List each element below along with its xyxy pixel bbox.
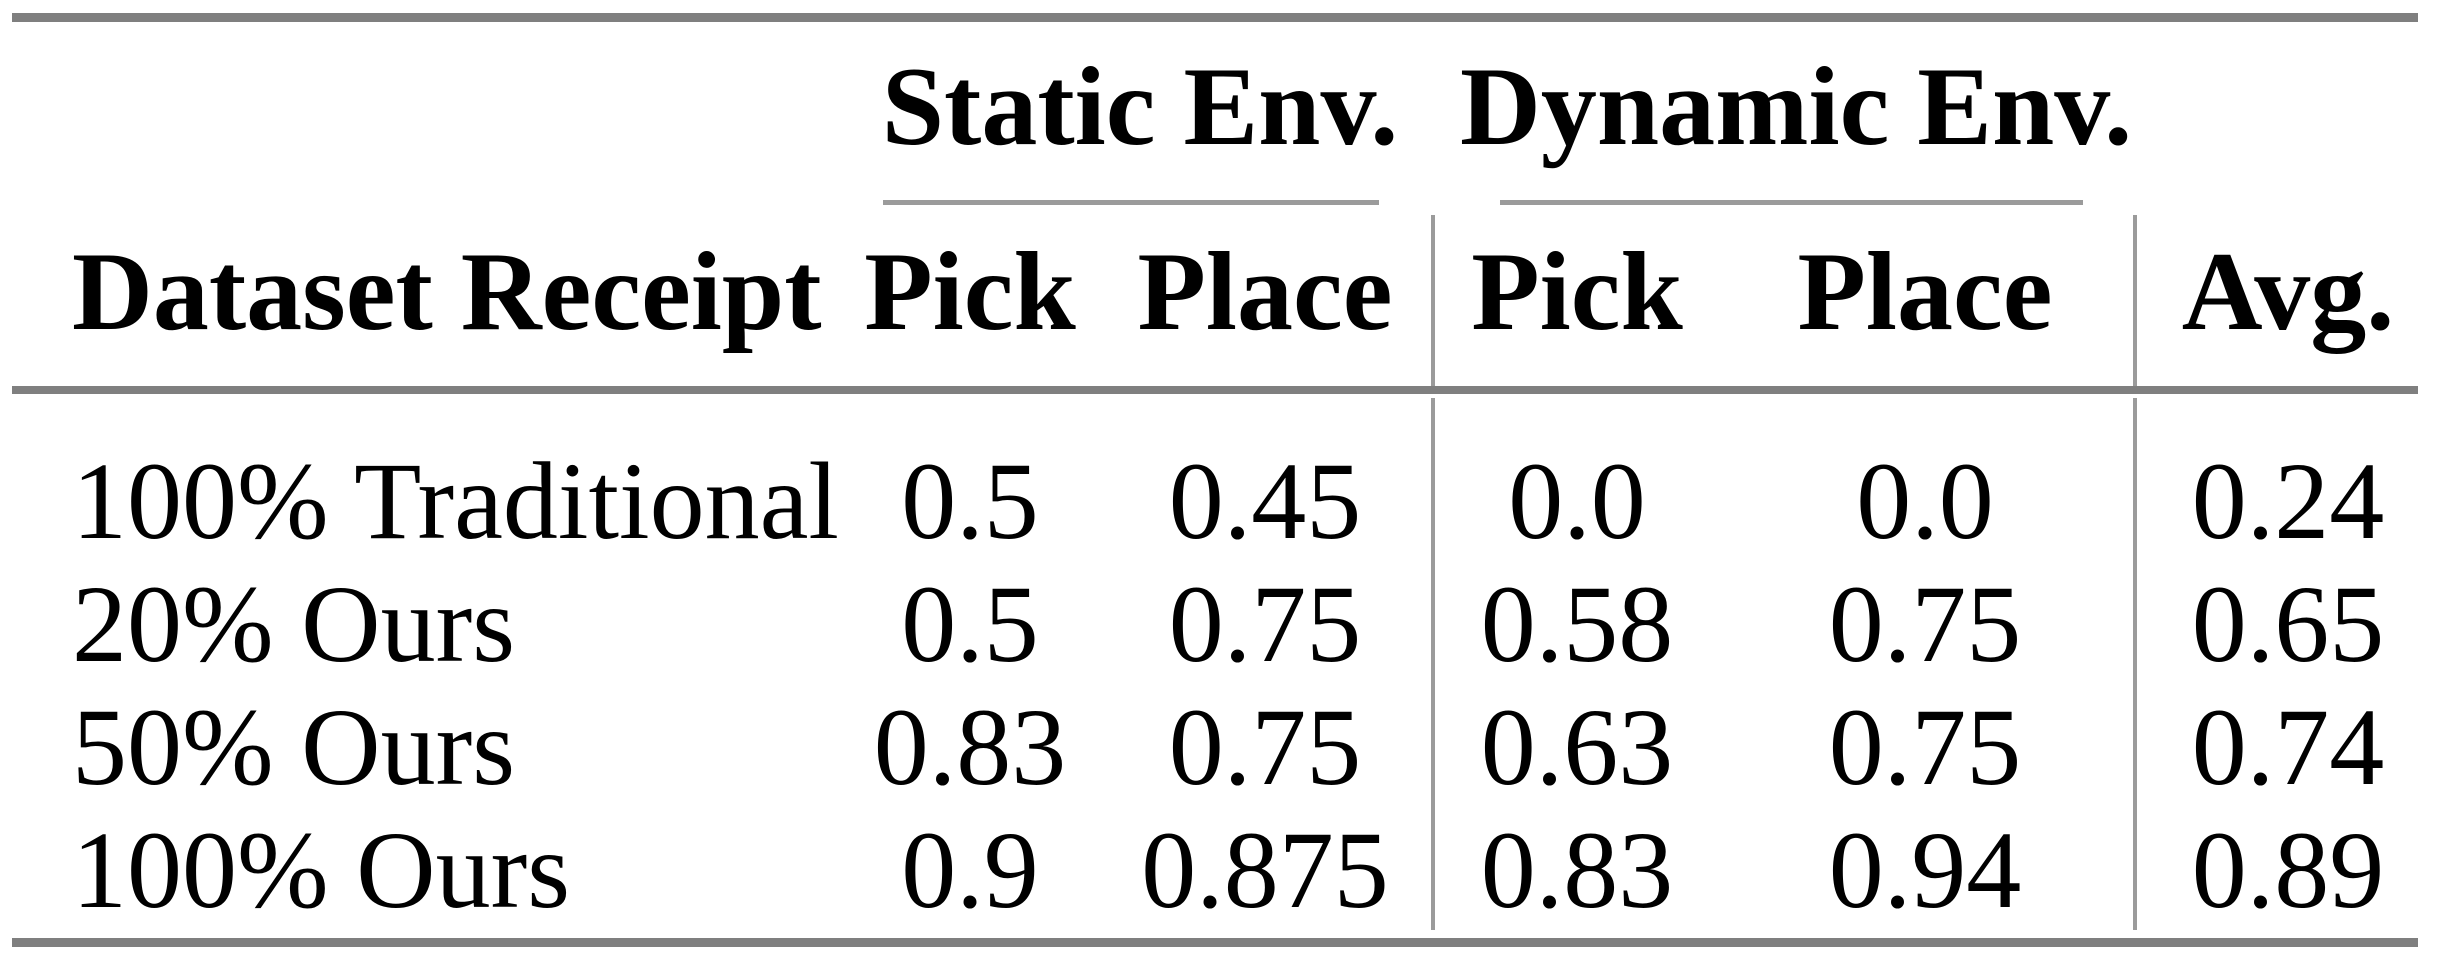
column-separator <box>1431 398 1435 930</box>
table-top-rule <box>12 13 2418 22</box>
column-separator <box>2133 215 2137 386</box>
cell-static-pick: 0.83 <box>873 686 1067 808</box>
cell-avg: 0.89 <box>2191 809 2385 931</box>
column-separator <box>1431 215 1435 386</box>
column-separator <box>2133 398 2137 930</box>
static-env-underline <box>883 200 1379 205</box>
cell-avg: 0.24 <box>2191 440 2385 562</box>
cell-static-place: 0.45 <box>1168 440 1362 562</box>
cell-dynamic-place: 0.75 <box>1828 563 2022 685</box>
cell-static-pick: 0.9 <box>901 809 1039 931</box>
cell-dynamic-pick: 0.58 <box>1480 563 1674 685</box>
table-row: 100% Traditional 0.5 0.45 0.0 0.0 0.24 <box>0 440 2440 563</box>
group-header-dynamic-env: Dynamic Env. <box>1460 45 2133 169</box>
row-label: 100% Ours <box>72 809 571 931</box>
cell-dynamic-pick: 0.83 <box>1480 809 1674 931</box>
cell-dynamic-place: 0.94 <box>1828 809 2022 931</box>
column-header-dataset-receipt: Dataset Receipt <box>72 230 822 354</box>
row-label: 100% Traditional <box>72 440 839 562</box>
column-header-static-place: Place <box>1137 230 1393 354</box>
table-bottom-rule <box>12 938 2418 947</box>
cell-dynamic-pick: 0.63 <box>1480 686 1674 808</box>
column-header-dynamic-pick: Pick <box>1471 230 1683 354</box>
cell-dynamic-pick: 0.0 <box>1508 440 1646 562</box>
cell-static-pick: 0.5 <box>901 563 1039 685</box>
column-header-dynamic-place: Place <box>1797 230 2053 354</box>
table-header-rule <box>12 386 2418 394</box>
cell-avg: 0.65 <box>2191 563 2385 685</box>
column-header-static-pick: Pick <box>864 230 1076 354</box>
table-row: 50% Ours 0.83 0.75 0.63 0.75 0.74 <box>0 686 2440 809</box>
cell-dynamic-place: 0.75 <box>1828 686 2022 808</box>
dynamic-env-underline <box>1500 200 2083 205</box>
row-label: 50% Ours <box>72 686 516 808</box>
cell-dynamic-place: 0.0 <box>1856 440 1994 562</box>
cell-avg: 0.74 <box>2191 686 2385 808</box>
table-row: 20% Ours 0.5 0.75 0.58 0.75 0.65 <box>0 563 2440 686</box>
cell-static-place: 0.75 <box>1168 686 1362 808</box>
cell-static-pick: 0.5 <box>901 440 1039 562</box>
table-row: 100% Ours 0.9 0.875 0.83 0.94 0.89 <box>0 809 2440 932</box>
row-label: 20% Ours <box>72 563 516 685</box>
cell-static-place: 0.875 <box>1141 809 1389 931</box>
cell-static-place: 0.75 <box>1168 563 1362 685</box>
group-header-static-env: Static Env. <box>881 45 1399 169</box>
column-header-avg: Avg. <box>2181 230 2395 354</box>
